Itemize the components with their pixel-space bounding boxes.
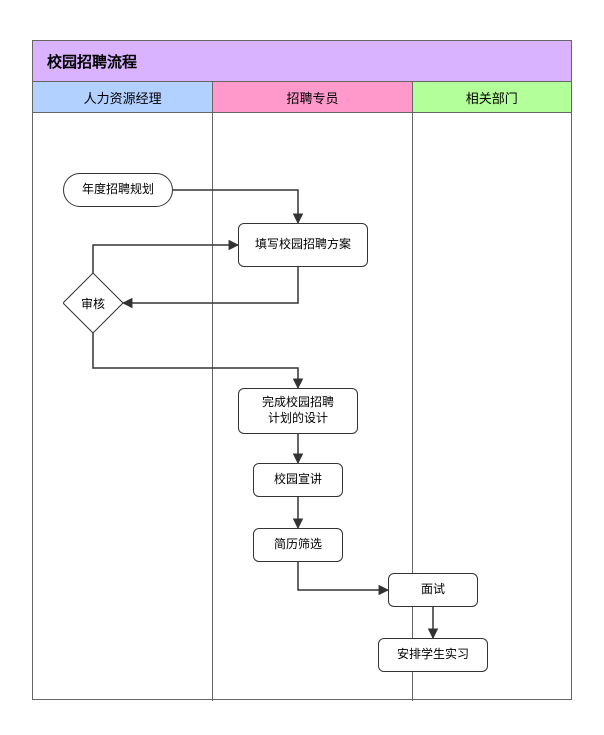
lane-header-0: 人力资源经理 bbox=[33, 82, 212, 112]
node-intern: 安排学生实习 bbox=[378, 638, 488, 672]
lane-col-2 bbox=[412, 113, 571, 701]
lane-header-1: 招聘专员 bbox=[212, 82, 411, 112]
node-audit-label: 审核 bbox=[81, 295, 105, 312]
node-start: 年度招聘规划 bbox=[63, 173, 173, 207]
swimlane-frame: 校园招聘流程 人力资源经理 招聘专员 相关部门 bbox=[32, 40, 572, 700]
node-interview: 面试 bbox=[388, 573, 478, 607]
lanes-body: 年度招聘规划 填写校园招聘方案 审核 完成校园招聘 计划的设计 校园宣讲 简历筛… bbox=[33, 113, 571, 701]
node-audit: 审核 bbox=[63, 273, 123, 333]
lanes-header: 人力资源经理 招聘专员 相关部门 bbox=[33, 82, 571, 113]
node-design: 完成校园招聘 计划的设计 bbox=[238, 388, 358, 434]
node-talk: 校园宣讲 bbox=[253, 463, 343, 497]
node-filter: 简历筛选 bbox=[253, 528, 343, 562]
node-plan: 填写校园招聘方案 bbox=[238, 223, 368, 267]
lane-header-2: 相关部门 bbox=[412, 82, 571, 112]
diagram-title: 校园招聘流程 bbox=[33, 41, 571, 82]
